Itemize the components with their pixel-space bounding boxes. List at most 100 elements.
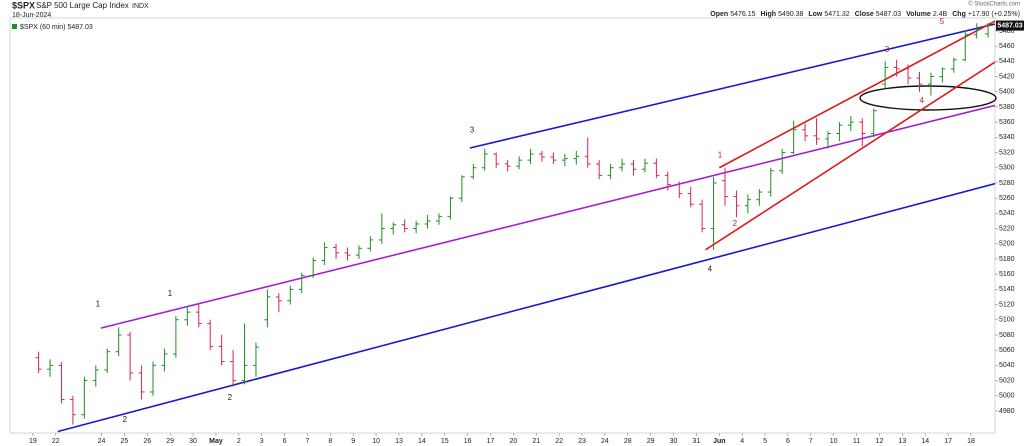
y-tick-label: 5440 [999, 58, 1015, 65]
x-tick-label: 8 [328, 438, 332, 445]
copyright: © StockCharts.com [968, 1, 1020, 8]
y-tick-label: 5260 [999, 195, 1015, 202]
x-tick-label: 20 [509, 438, 517, 445]
x-tick-label: 31 [693, 438, 701, 445]
y-tick-label: 5340 [999, 134, 1015, 141]
stat-value: 5471.32 [824, 11, 849, 18]
x-tick-label: 6 [786, 438, 790, 445]
stat-value: 5487.03 [876, 11, 901, 18]
price-bars [35, 23, 992, 425]
stat-value: 2.4B [933, 11, 948, 18]
x-tick-label: 13 [898, 438, 906, 445]
x-tick-label: 26 [143, 438, 151, 445]
wave-label: 2 [228, 393, 233, 402]
stat-value: 5490.38 [778, 11, 803, 18]
y-tick-label: 5040 [999, 362, 1015, 369]
x-tick-label: 30 [670, 438, 678, 445]
x-tick-label: 11 [853, 438, 860, 445]
x-tick-label: 7 [305, 438, 309, 445]
x-tick-label: 29 [166, 438, 174, 445]
stat-label: Open [710, 11, 728, 18]
y-tick-label: 5400 [999, 89, 1015, 96]
x-tick-label: 25 [121, 438, 129, 445]
x-tick-label: 6 [283, 438, 287, 445]
x-tick-label: 7 [809, 438, 813, 445]
x-tick-label: 21 [532, 438, 540, 445]
x-tick-label: 13 [395, 438, 403, 445]
chart-subtitle: S&P 500 Large Cap Index [36, 1, 129, 10]
wave-label: 1 [718, 151, 723, 160]
y-tick-label: 5120 [999, 301, 1015, 308]
x-tick-label: 3 [260, 438, 264, 445]
trendline [718, 20, 995, 169]
x-tick-label: 12 [876, 438, 884, 445]
x-tick-label: 19 [29, 438, 37, 445]
y-tick-label: 4980 [999, 408, 1015, 415]
y-tick-label: 5100 [999, 317, 1015, 324]
wave-label: 2 [123, 415, 128, 424]
x-tick-label: 9 [351, 438, 355, 445]
trendlines [57, 20, 995, 433]
price-tag [996, 20, 1024, 31]
y-tick-label: 5160 [999, 271, 1015, 278]
legend-swatch [12, 24, 17, 29]
price-tag-label: 5487.03 [997, 22, 1022, 29]
stat-label: Close [855, 11, 874, 18]
wave-label: 4 [920, 96, 925, 105]
x-tick-label: 30 [189, 438, 197, 445]
stat-label: Low [808, 11, 823, 18]
y-tick-label: 5020 [999, 377, 1015, 384]
y-tick-label: 5180 [999, 256, 1015, 263]
y-tick-label: 5220 [999, 225, 1015, 232]
y-tick-label: 5320 [999, 149, 1015, 156]
trendline [469, 23, 995, 149]
y-tick-label: 5060 [999, 347, 1015, 354]
y-tick-label: 5300 [999, 165, 1015, 172]
wave-label: 5 [940, 17, 945, 26]
x-tick-label: 14 [418, 438, 426, 445]
y-tick-label: 5380 [999, 104, 1015, 111]
plot-frame [9, 17, 996, 434]
legend-name: $SPX (60 min) [20, 24, 66, 31]
x-tick-label: 24 [98, 438, 106, 445]
wave-label: 1 [168, 289, 173, 298]
wave-label: 2 [733, 219, 738, 228]
x-tick-label: 18 [967, 438, 975, 445]
x-tick-label: May [209, 438, 223, 445]
x-tick-label: 29 [647, 438, 655, 445]
stat-value: +17.90 (+0.25%) [968, 11, 1020, 18]
x-tick-label: 17 [944, 438, 952, 445]
wave-label: 4 [708, 265, 713, 274]
x-tick-label: 5 [763, 438, 767, 445]
stat-value: 5476.15 [730, 11, 755, 18]
x-tick-label: 10 [372, 438, 380, 445]
x-tick-label: 23 [578, 438, 586, 445]
x-tick-label: 17 [487, 438, 495, 445]
y-tick-label: 5480 [999, 28, 1015, 35]
x-tick-label: 16 [464, 438, 472, 445]
y-tick-label: 5280 [999, 180, 1015, 187]
y-tick-label: 5420 [999, 73, 1015, 80]
y-tick-label: 5460 [999, 43, 1015, 50]
x-tick-label: 4 [740, 438, 744, 445]
trendline [705, 61, 995, 251]
y-tick-label: 5140 [999, 286, 1015, 293]
x-tick-label: 28 [624, 438, 632, 445]
x-tick-label: 10 [830, 438, 838, 445]
highlight-ellipse [859, 85, 997, 111]
exchange: INDX [132, 3, 149, 10]
x-tick-label: 2 [237, 438, 241, 445]
stat-label: Volume [906, 11, 931, 18]
y-tick-label: 5360 [999, 119, 1015, 126]
trendline [57, 182, 995, 433]
y-tick-label: 5080 [999, 332, 1015, 339]
chart-title: $SPX [12, 0, 35, 10]
y-tick-label: 5000 [999, 393, 1015, 400]
wave-label: 1 [96, 300, 101, 309]
chart-date: 18-Jun-2024 [12, 12, 51, 19]
x-tick-label: 22 [555, 438, 563, 445]
x-tick-label: 22 [52, 438, 60, 445]
y-tick-label: 5200 [999, 241, 1015, 248]
